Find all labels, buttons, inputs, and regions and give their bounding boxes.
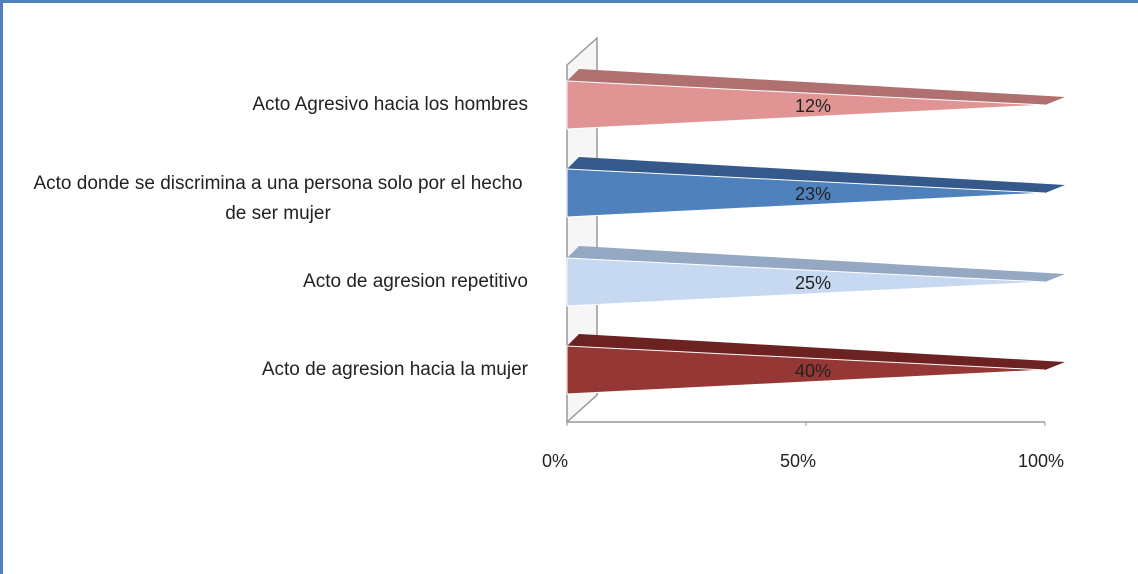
x-tick-label: 0%: [542, 451, 568, 471]
data-label: 40%: [795, 361, 831, 381]
y-tick-label: Acto donde se discrimina a una persona s…: [33, 173, 523, 224]
x-tick-label: 50%: [780, 451, 816, 471]
y-tick-label: Acto de agresion hacia la mujer: [261, 359, 528, 380]
bar: [566, 257, 1046, 307]
category-label-box: Acto Agresivo hacia los hombres: [28, 75, 528, 135]
bar-top: [567, 334, 1065, 370]
bar-top: [567, 246, 1065, 282]
y-tick-label: Acto de agresion repetitivo: [303, 271, 528, 292]
bar: [566, 168, 1046, 218]
category-label-box: Acto de agresion hacia la mujer: [28, 340, 528, 400]
bar-top: [567, 157, 1065, 193]
bar-top: [567, 69, 1065, 105]
data-label: 23%: [795, 184, 831, 204]
category-label-box: Acto donde se discrimina a una persona s…: [28, 169, 528, 229]
x-tick-label: 100%: [1018, 451, 1064, 471]
data-label: 25%: [795, 273, 831, 293]
bar: [566, 345, 1046, 395]
data-label: 12%: [795, 96, 831, 116]
bar: [566, 80, 1046, 130]
y-tick-label: Acto Agresivo hacia los hombres: [252, 94, 528, 115]
category-label-box: Acto de agresion repetitivo: [28, 252, 528, 312]
